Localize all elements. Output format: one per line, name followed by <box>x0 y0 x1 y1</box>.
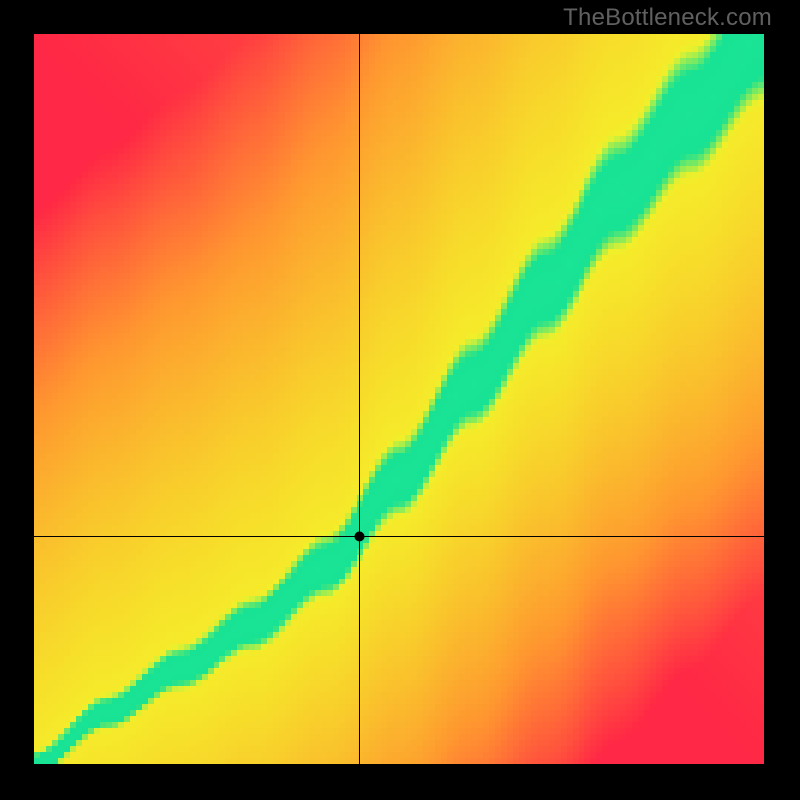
chart-frame: TheBottleneck.com <box>0 0 800 800</box>
bottleneck-heatmap <box>34 34 764 764</box>
watermark-label: TheBottleneck.com <box>563 4 772 32</box>
